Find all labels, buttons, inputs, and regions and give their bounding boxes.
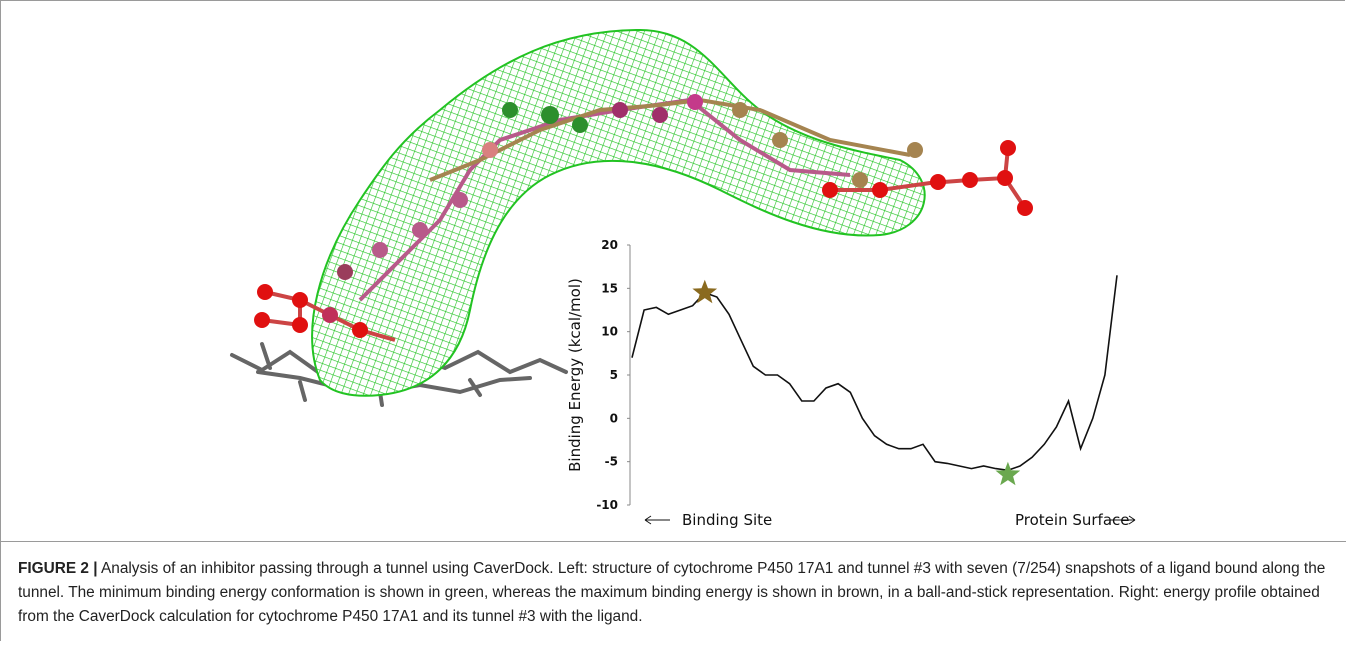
y-tick-label: 10 bbox=[601, 325, 618, 339]
energy-chart: Binding Energy (kcal/mol) Binding Site P… bbox=[566, 238, 1136, 529]
figure: Binding Energy (kcal/mol) Binding Site P… bbox=[230, 28, 1136, 529]
caption-rule bbox=[0, 541, 1346, 542]
y-tick-label: -10 bbox=[596, 498, 618, 512]
y-tick-label: 0 bbox=[610, 411, 618, 425]
molecule-illustration bbox=[230, 28, 1033, 407]
star-marker bbox=[995, 461, 1021, 486]
y-tick-label: 5 bbox=[610, 368, 618, 382]
caption-text: Analysis of an inhibitor passing through… bbox=[18, 560, 1326, 625]
x-end-label: Protein Surface bbox=[1015, 511, 1130, 529]
star-marker bbox=[692, 279, 718, 304]
right-arrow bbox=[1110, 515, 1136, 525]
ligand-atoms bbox=[254, 94, 1033, 338]
figure-label: FIGURE 2 | bbox=[18, 560, 98, 577]
tunnel-mesh bbox=[311, 28, 926, 397]
y-tick-label: 15 bbox=[601, 281, 618, 295]
y-tick-label: -5 bbox=[605, 455, 618, 469]
y-axis-label: Binding Energy (kcal/mol) bbox=[566, 278, 584, 472]
energy-line bbox=[631, 275, 1118, 472]
left-arrow bbox=[644, 515, 670, 525]
figure-caption: FIGURE 2 | Analysis of an inhibitor pass… bbox=[18, 557, 1336, 629]
y-tick-label: 20 bbox=[601, 238, 618, 252]
x-start-label: Binding Site bbox=[682, 511, 772, 529]
